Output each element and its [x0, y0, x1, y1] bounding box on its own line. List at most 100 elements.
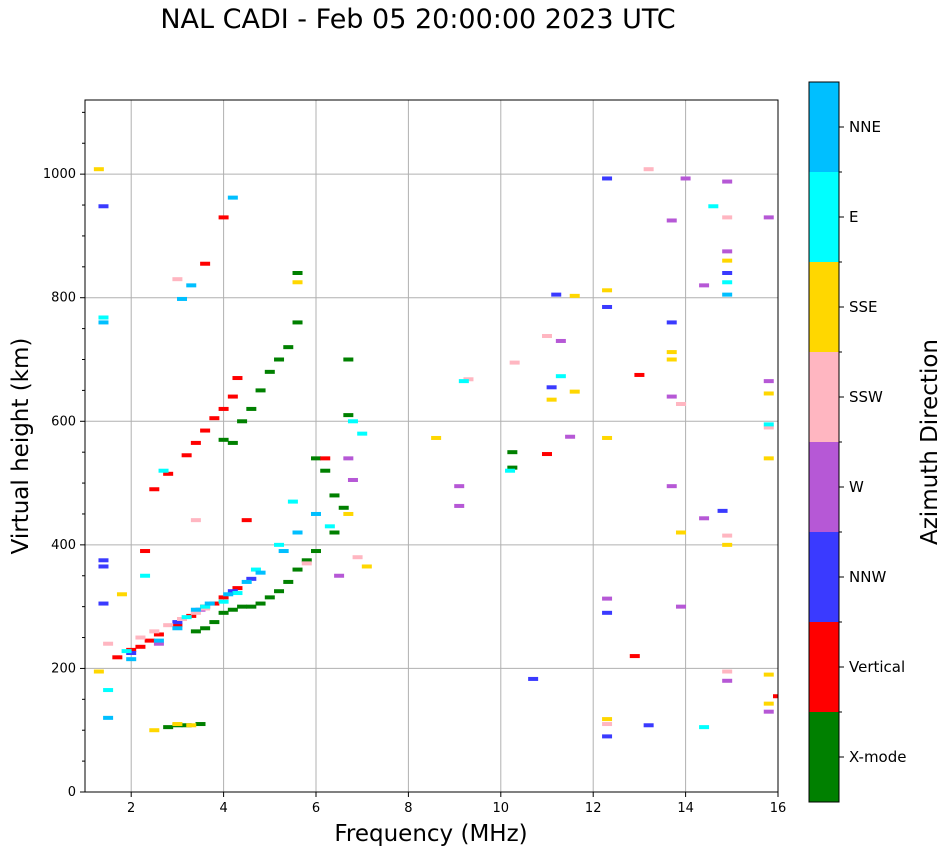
data-point: [103, 715, 114, 720]
data-point: [153, 641, 164, 646]
data-point: [241, 518, 252, 523]
data-point: [149, 728, 160, 733]
data-point: [458, 379, 469, 384]
data-point: [555, 338, 566, 343]
data-point: [200, 604, 211, 609]
data-point: [722, 542, 733, 547]
data-point: [602, 288, 613, 293]
data-point: [98, 204, 109, 209]
data-point: [255, 388, 266, 393]
data-point: [773, 694, 778, 699]
data-point: [675, 530, 686, 535]
data-point: [241, 579, 252, 584]
series-sse: [93, 167, 774, 733]
data-point: [250, 567, 261, 572]
data-point: [329, 530, 340, 535]
data-point: [287, 499, 298, 504]
data-point: [153, 632, 164, 637]
data-point: [347, 419, 358, 424]
x-tick-label: 2: [127, 801, 135, 816]
series-w: [153, 176, 774, 714]
data-point: [103, 641, 114, 646]
data-point: [227, 394, 238, 399]
data-point: [699, 725, 710, 730]
x-axis-ticks: 2 4 6 8 10 12 14 16: [127, 792, 786, 816]
data-point: [643, 723, 654, 728]
data-point: [565, 434, 576, 439]
colorbar-swatch: [809, 82, 839, 172]
data-point: [135, 644, 146, 649]
data-point: [509, 360, 520, 365]
colorbar-tick-label: E: [849, 208, 858, 226]
data-point: [93, 167, 104, 172]
data-point: [190, 607, 201, 612]
colorbar: X-mode Vertical NNW W SSW SSE E NNE: [808, 81, 906, 803]
data-point: [292, 280, 303, 285]
data-point: [347, 477, 358, 482]
data-point: [218, 215, 229, 220]
x-tick-label: 14: [677, 801, 694, 816]
y-tick-label: 400: [51, 538, 76, 553]
data-point: [431, 435, 442, 440]
data-point: [629, 654, 640, 659]
data-point: [361, 564, 372, 569]
data-point: [158, 468, 169, 473]
data-point: [93, 669, 104, 674]
data-point: [246, 604, 257, 609]
data-point: [237, 419, 248, 424]
colorbar-tick-label: SSW: [849, 388, 883, 406]
data-point: [121, 649, 132, 654]
data-point: [722, 258, 733, 263]
data-point: [643, 167, 654, 172]
data-point: [569, 293, 580, 298]
data-point: [320, 456, 331, 461]
y-tick-label: 0: [68, 785, 76, 800]
series-vertical: [112, 215, 778, 699]
colorbar-swatch: [809, 532, 839, 622]
data-point: [311, 511, 321, 516]
data-point: [722, 292, 733, 297]
data-point: [255, 570, 266, 575]
data-point: [232, 586, 243, 591]
series-nne: [98, 195, 733, 720]
data-point: [602, 610, 613, 615]
data-point: [546, 397, 557, 402]
data-point: [186, 283, 197, 288]
data-point: [763, 456, 774, 461]
data-point: [708, 204, 719, 209]
data-point: [246, 576, 257, 581]
x-tick-label: 8: [404, 801, 412, 816]
data-point: [264, 595, 275, 600]
data-point: [352, 555, 363, 560]
data-point: [163, 471, 174, 476]
data-point: [666, 357, 677, 362]
data-point: [675, 401, 686, 406]
colorbar-tick-label: NNW: [849, 568, 886, 586]
data-point: [722, 179, 733, 184]
data-point: [103, 688, 114, 693]
data-point: [98, 601, 109, 606]
colorbar-tick-label: SSE: [849, 298, 878, 316]
data-point: [172, 722, 183, 727]
data-point: [722, 678, 733, 683]
data-point: [301, 561, 312, 566]
data-point: [153, 638, 164, 643]
data-point: [763, 709, 774, 714]
data-point: [324, 524, 335, 529]
chart-title: NAL CADI - Feb 05 20:00:00 2023 UTC: [160, 4, 676, 35]
x-tick-label: 4: [219, 801, 227, 816]
colorbar-tick-label: Vertical: [849, 658, 905, 676]
data-point: [666, 218, 677, 223]
data-point: [278, 549, 289, 554]
data-point: [218, 406, 229, 411]
x-tick-label: 16: [770, 801, 787, 816]
data-point: [722, 669, 733, 674]
data-point: [602, 176, 613, 181]
data-point: [357, 431, 368, 436]
data-point: [722, 533, 733, 538]
colorbar-frame: [808, 81, 840, 803]
data-point: [227, 607, 238, 612]
data-point: [163, 623, 174, 628]
data-point: [218, 599, 229, 604]
data-point: [149, 487, 160, 492]
